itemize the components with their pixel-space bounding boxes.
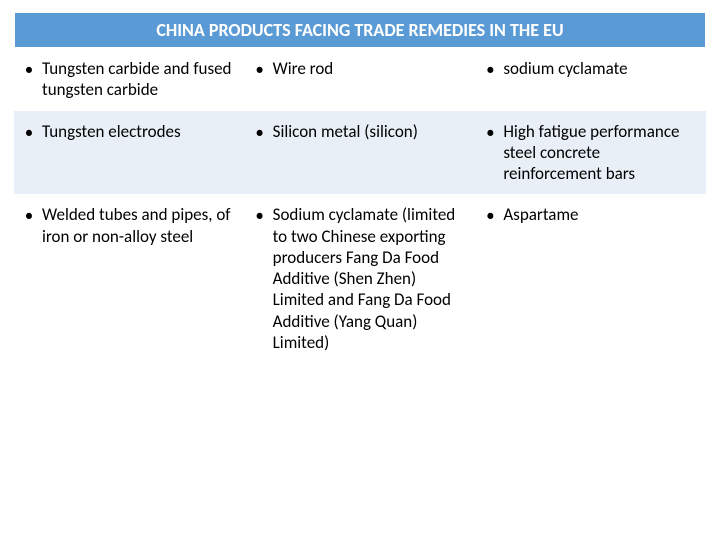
slide: CHINA PRODUCTS FACING TRADE REMEDIES IN … [0,0,720,540]
cell-text: Aspartame [499,204,698,225]
table-cell: • Welded tubes and pipes, of iron or non… [14,194,245,363]
bullet-icon: • [481,121,499,143]
table-cell: • Sodium cyclamate (limited to two Chine… [245,194,476,363]
table-cell: • Tungsten carbide and fused tungsten ca… [14,48,245,111]
table-cell: • sodium cyclamate [475,48,706,111]
bullet-icon: • [251,58,269,80]
bullet-icon: • [481,204,499,226]
table-cell: • Wire rod [245,48,476,111]
cell-text: Silicon metal (silicon) [269,121,468,142]
cell-text: High fatigue performance steel concrete … [499,121,698,185]
table-cell: • Tungsten electrodes [14,111,245,195]
cell-text: sodium cyclamate [499,58,698,79]
bullet-icon: • [20,121,38,143]
cell-text: Tungsten carbide and fused tungsten carb… [38,58,237,101]
products-table: • Tungsten carbide and fused tungsten ca… [14,48,706,363]
table-cell: • High fatigue performance steel concret… [475,111,706,195]
bullet-icon: • [251,121,269,143]
bullet-icon: • [251,204,269,226]
cell-text: Sodium cyclamate (limited to two Chinese… [269,204,468,353]
cell-text: Welded tubes and pipes, of iron or non-a… [38,204,237,247]
cell-text: Tungsten electrodes [38,121,237,142]
slide-title: CHINA PRODUCTS FACING TRADE REMEDIES IN … [14,12,706,48]
table-cell: • Silicon metal (silicon) [245,111,476,195]
bullet-icon: • [20,204,38,226]
cell-text: Wire rod [269,58,468,79]
table-cell: • Aspartame [475,194,706,363]
bullet-icon: • [20,58,38,80]
bullet-icon: • [481,58,499,80]
